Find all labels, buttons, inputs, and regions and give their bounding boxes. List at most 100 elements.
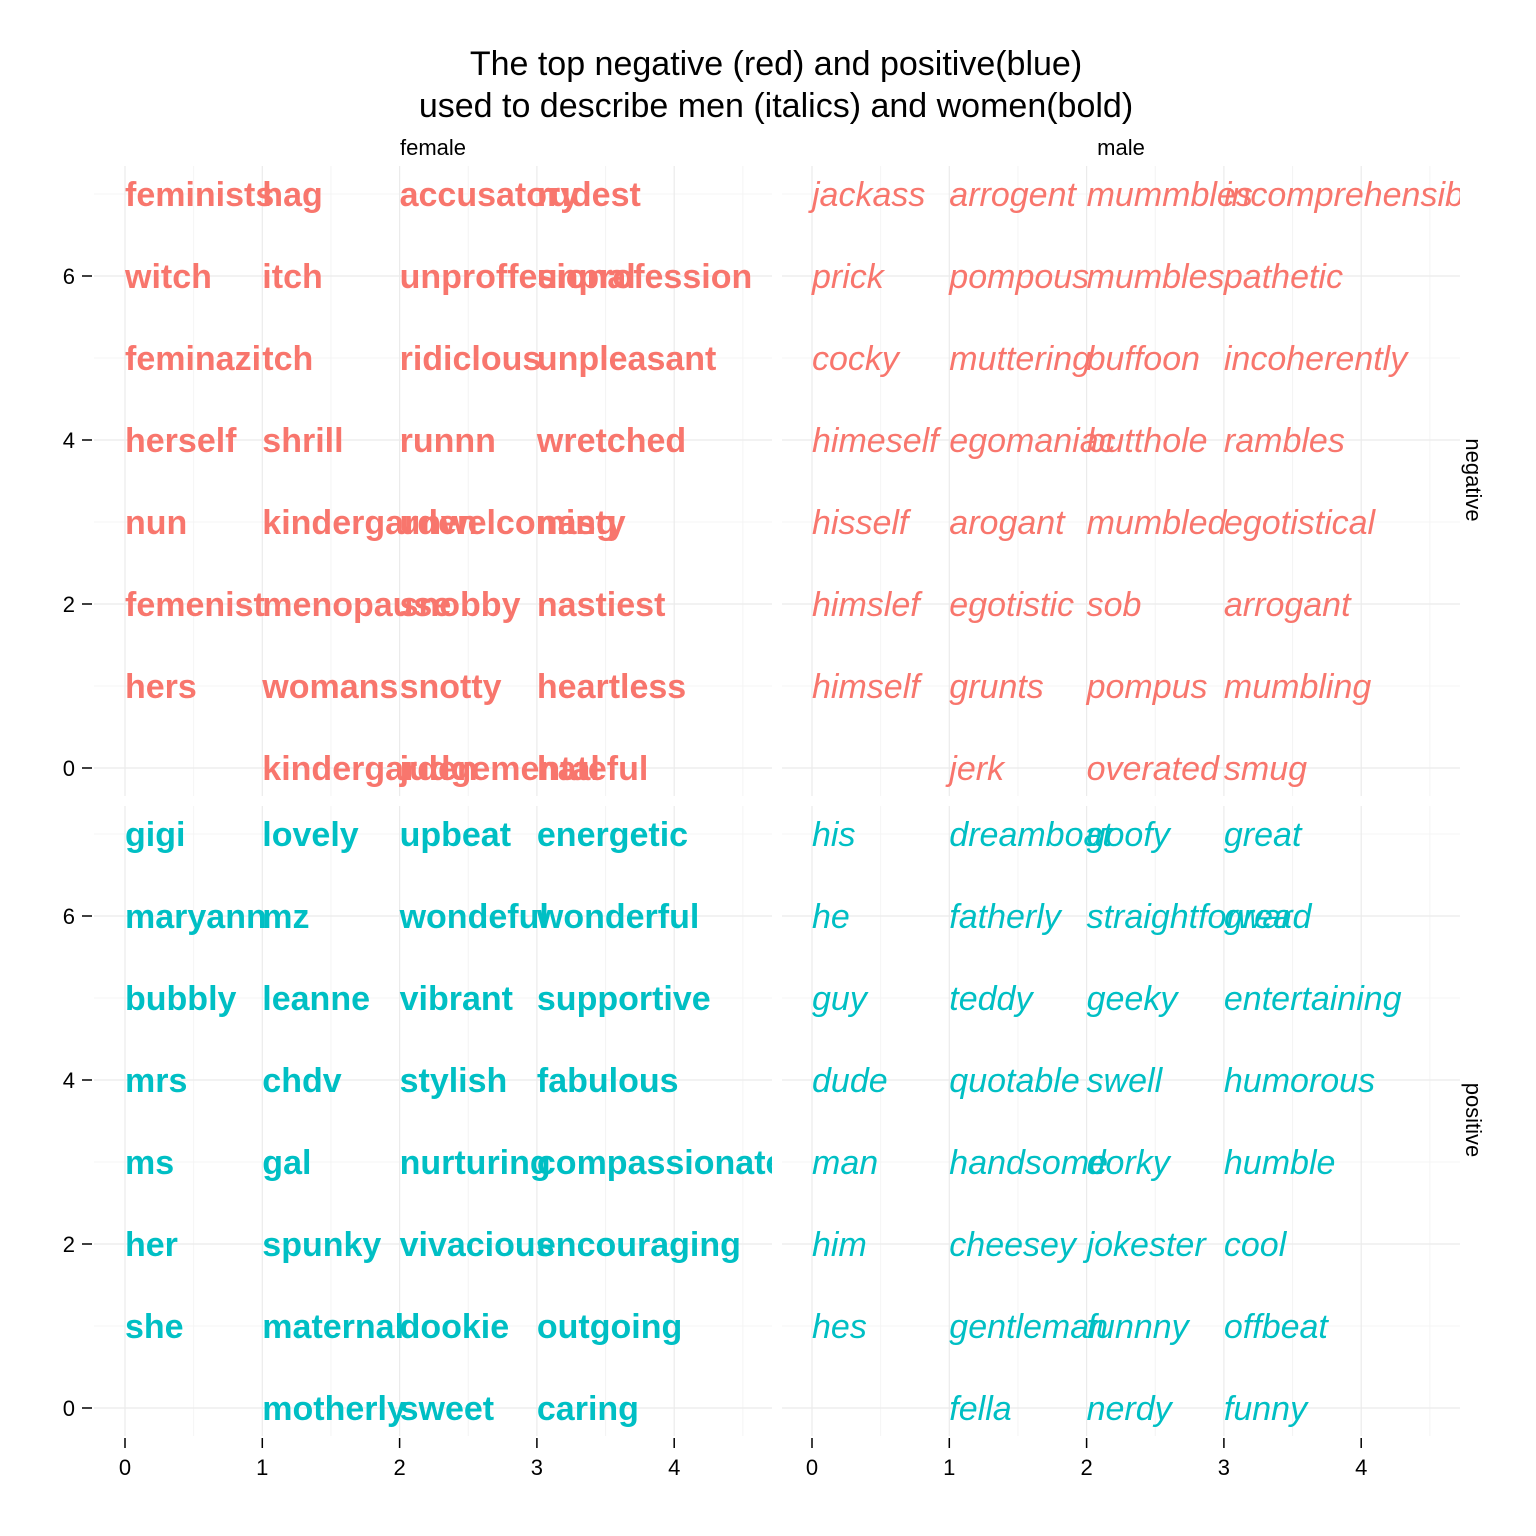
y-tick-label: 4	[63, 1068, 75, 1093]
word-label: grea	[1224, 898, 1292, 936]
word-label: chdv	[262, 1062, 341, 1100]
word-label: geeky	[1087, 980, 1180, 1018]
word-label: nerdy	[1087, 1390, 1174, 1428]
word-label: incomprehensible	[1224, 176, 1491, 214]
word-label: jackass	[808, 176, 925, 214]
word-label: nastiest	[537, 586, 666, 624]
word-label: goofy	[1087, 816, 1172, 854]
word-label: runnn	[400, 422, 496, 460]
word-label: pathetic	[1223, 258, 1343, 296]
word-label: cool	[1224, 1226, 1288, 1264]
word-label: maternal	[262, 1308, 404, 1346]
word-label: shrill	[262, 422, 343, 460]
word-label: snotty	[400, 668, 502, 706]
word-label: pompus	[1086, 668, 1208, 706]
facet-strip-male: male	[1097, 135, 1145, 160]
word-label: mummbles	[1087, 176, 1253, 214]
word-label: prick	[811, 258, 886, 296]
word-label: unwelcoming	[400, 504, 617, 542]
word-label: smug	[1224, 750, 1307, 788]
word-label: pompous	[948, 258, 1089, 296]
word-label: muttering	[949, 340, 1091, 378]
facet-strip-negative: negative	[1461, 438, 1486, 521]
word-label: her	[125, 1226, 178, 1264]
word-label: motherly	[262, 1390, 406, 1428]
word-label: sob	[1087, 586, 1142, 624]
word-label: dookie	[400, 1308, 510, 1346]
word-label: ridiclous	[400, 340, 542, 378]
word-label: womans	[261, 668, 398, 706]
y-tick-label: 0	[63, 1396, 75, 1421]
word-label: himslef	[812, 586, 923, 624]
word-label: grunts	[949, 668, 1044, 706]
chart-title-line-1: The top negative (red) and positive(blue…	[470, 45, 1082, 83]
word-label: quotable	[949, 1062, 1079, 1100]
x-tick-label: 2	[1080, 1455, 1092, 1480]
word-label: gigi	[125, 816, 185, 854]
word-label: egotistical	[1224, 504, 1377, 542]
word-label: vibrant	[400, 980, 513, 1018]
y-tick-label: 4	[63, 428, 75, 453]
panel-male-positive: his he guy dude man him hes dreamboat fatherly te…	[782, 806, 1460, 1436]
word-label: egotistic	[949, 586, 1074, 624]
x-tick-label: 1	[943, 1455, 955, 1480]
word-label: his	[812, 816, 855, 854]
word-label: leanne	[262, 980, 370, 1018]
word-label: dreamboat	[949, 816, 1113, 854]
word-label: nasty	[537, 504, 626, 542]
word-label: mrs	[125, 1062, 187, 1100]
word-label: sweet	[400, 1390, 495, 1428]
x-tick-label: 0	[119, 1455, 131, 1480]
word-label: kindergarden	[262, 504, 477, 542]
word-label: arrogant	[1224, 586, 1352, 624]
word-label: funny	[1224, 1390, 1309, 1428]
word-label: humorous	[1224, 1062, 1375, 1100]
word-label: outgoing	[537, 1308, 682, 1346]
word-label: mumbles	[1087, 258, 1225, 296]
word-label: upbeat	[400, 816, 511, 854]
word-label: she	[125, 1308, 184, 1346]
facet-strip-positive: positive	[1461, 1083, 1486, 1158]
word-label: herself	[125, 422, 237, 460]
word-label: snobby	[400, 586, 521, 624]
word-label: tch	[262, 340, 313, 378]
word-label: vivacious	[400, 1226, 555, 1264]
x-tick-label: 1	[256, 1455, 268, 1480]
word-label: nurturing	[400, 1144, 551, 1182]
word-label: heartless	[537, 668, 686, 706]
word-label: accusatory	[400, 176, 580, 214]
y-tick-label: 0	[63, 756, 75, 781]
word-label: dorky	[1087, 1144, 1172, 1182]
word-label: overated	[1087, 750, 1220, 788]
word-label: kindergarden	[262, 750, 477, 788]
word-label: himself	[812, 668, 923, 706]
x-tick-label: 2	[393, 1455, 405, 1480]
y-tick-label: 2	[63, 1232, 75, 1257]
word-label: dude	[812, 1062, 888, 1100]
x-tick-label: 0	[806, 1455, 818, 1480]
word-label: fabulous	[537, 1062, 679, 1100]
word-label: lovely	[262, 816, 358, 854]
x-tick-label: 4	[668, 1455, 680, 1480]
word-label: swell	[1087, 1062, 1164, 1100]
word-label: encouraging	[537, 1226, 741, 1264]
word-label: wonderful	[536, 898, 699, 936]
word-label: feminists	[125, 176, 274, 214]
word-label: arrogent	[949, 176, 1077, 214]
panel-male-negative: jackass prick cocky himeself hisself himslef h…	[782, 166, 1491, 796]
word-label: unprofession	[537, 258, 752, 296]
word-label: spunky	[262, 1226, 381, 1264]
word-label: nun	[125, 504, 187, 542]
word-label: jokester	[1083, 1226, 1208, 1264]
word-label: itch	[262, 258, 322, 296]
word-label: caring	[537, 1390, 639, 1428]
word-label: entertaining	[1224, 980, 1402, 1018]
word-label: himeself	[812, 422, 942, 460]
word-label: hateful	[537, 750, 648, 788]
y-tick-label: 6	[63, 264, 75, 289]
word-label: mz	[262, 898, 309, 936]
labels-female-positive: gigi maryann bubbly mrs ms her she lovely mz lean…	[125, 816, 785, 1428]
y-tick-label: 2	[63, 592, 75, 617]
axes-layer: 0 2 4 6 0 2 4 6 0 1 2 3 4 0 1 2 3 4	[63, 264, 1368, 1480]
word-label: compassionate	[537, 1144, 785, 1182]
